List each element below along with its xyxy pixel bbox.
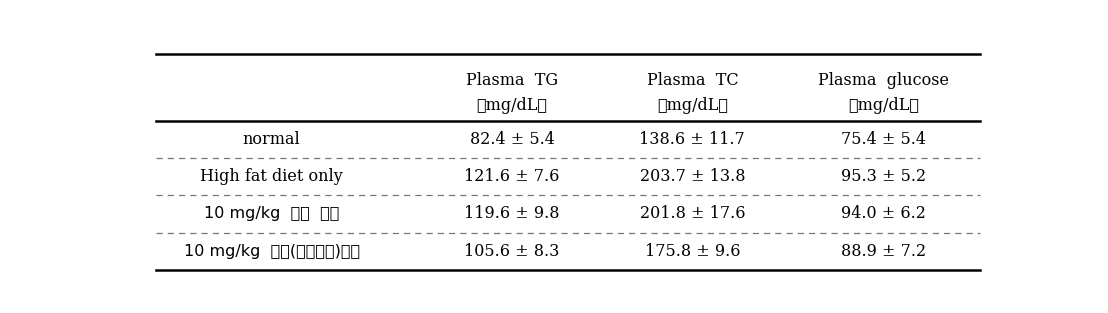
Text: 10 mg/kg  참깨  원물: 10 mg/kg 참깨 원물 [204, 207, 339, 222]
Text: 203.7 ± 13.8: 203.7 ± 13.8 [639, 168, 745, 185]
Text: 138.6 ± 11.7: 138.6 ± 11.7 [639, 131, 746, 148]
Text: 105.6 ± 8.3: 105.6 ± 8.3 [464, 243, 560, 260]
Text: 94.0 ± 6.2: 94.0 ± 6.2 [841, 205, 926, 223]
Text: Plasma  TG: Plasma TG [466, 72, 558, 90]
Text: （mg/dL）: （mg/dL） [849, 96, 920, 114]
Text: 119.6 ± 9.8: 119.6 ± 9.8 [464, 205, 560, 223]
Text: 10 mg/kg  참깨(생물전환)산물: 10 mg/kg 참깨(생물전환)산물 [184, 244, 360, 259]
Text: 95.3 ± 5.2: 95.3 ± 5.2 [841, 168, 926, 185]
Text: 175.8 ± 9.6: 175.8 ± 9.6 [645, 243, 740, 260]
Text: High fat diet only: High fat diet only [201, 168, 343, 185]
Text: 88.9 ± 7.2: 88.9 ± 7.2 [841, 243, 926, 260]
Text: normal: normal [243, 131, 300, 148]
Text: Plasma  TC: Plasma TC [647, 72, 738, 90]
Text: 75.4 ± 5.4: 75.4 ± 5.4 [841, 131, 926, 148]
Text: 121.6 ± 7.6: 121.6 ± 7.6 [464, 168, 560, 185]
Text: （mg/dL）: （mg/dL） [657, 96, 728, 114]
Text: 82.4 ± 5.4: 82.4 ± 5.4 [470, 131, 554, 148]
Text: Plasma  glucose: Plasma glucose [819, 72, 950, 90]
Text: 201.8 ± 17.6: 201.8 ± 17.6 [639, 205, 745, 223]
Text: （mg/dL）: （mg/dL） [476, 96, 547, 114]
